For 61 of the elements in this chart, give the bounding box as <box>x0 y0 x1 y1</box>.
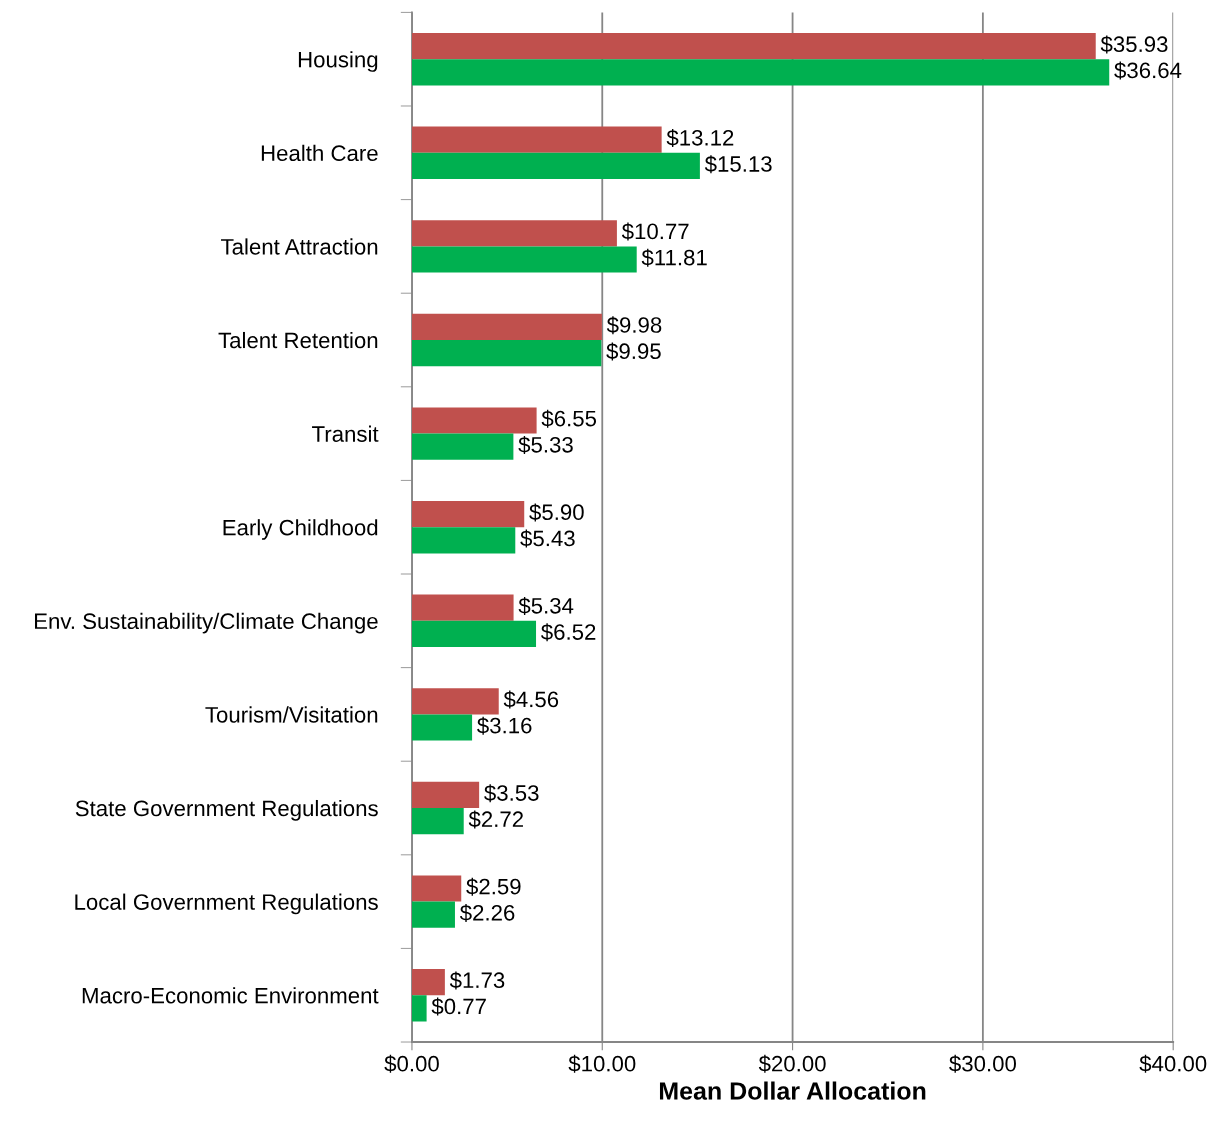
y-tick-label: Env. Sustainability/Climate Change <box>35 612 378 634</box>
bar <box>411 875 462 902</box>
bar <box>411 32 1096 60</box>
data-label: $15.13 <box>704 155 772 174</box>
y-tick-label: Talent Attraction <box>221 238 378 255</box>
bar <box>411 688 499 715</box>
data-label: $9.98 <box>606 316 662 335</box>
data-label: $5.33 <box>518 436 573 454</box>
x-tick-label: $20.00 <box>758 1054 826 1073</box>
data-label: $10.77 <box>621 222 689 241</box>
bar <box>411 59 1110 86</box>
bar <box>411 594 514 621</box>
x-tick-label: $40.00 <box>1139 1054 1207 1073</box>
data-label: $13.12 <box>666 128 734 147</box>
data-label: $5.34 <box>518 597 574 615</box>
bar <box>411 620 537 648</box>
bar <box>411 220 617 247</box>
y-tick-label: Talent Retention <box>218 331 378 349</box>
bar <box>411 433 514 460</box>
data-label: $4.56 <box>503 690 559 709</box>
y-tick-label: Early Childhood <box>223 519 378 540</box>
bar <box>411 407 537 434</box>
x-tick-label: $0.00 <box>384 1054 439 1073</box>
data-label: $0.77 <box>431 997 486 1016</box>
data-label: $5.90 <box>529 503 584 522</box>
y-tick-label: Macro-Economic Environment <box>82 987 379 1004</box>
y-tick-label: Local Government Regulations <box>75 893 378 915</box>
bar <box>411 781 480 809</box>
x-tick-label: $30.00 <box>949 1054 1016 1073</box>
data-label: $36.64 <box>1114 61 1182 80</box>
bar <box>411 995 427 1022</box>
data-label: $3.16 <box>477 716 532 735</box>
x-axis-title: Mean Dollar Allocation <box>659 1081 926 1100</box>
data-label: $3.53 <box>484 784 539 803</box>
bar <box>411 501 525 528</box>
data-label: $6.52 <box>541 623 596 642</box>
data-label: $1.73 <box>449 971 505 990</box>
data-label: $11.81 <box>641 248 707 267</box>
data-label: $2.72 <box>468 810 523 829</box>
bar <box>411 126 662 153</box>
y-tick-label: State Government Regulations <box>75 799 378 821</box>
data-label: $2.59 <box>466 877 521 896</box>
data-label: $9.95 <box>606 342 661 361</box>
y-tick-label: Transit <box>312 425 379 442</box>
y-tick-label: Health Care <box>261 144 378 162</box>
y-tick-label: Housing <box>298 51 378 72</box>
data-label: $2.26 <box>459 904 515 923</box>
data-label: $35.93 <box>1100 35 1168 54</box>
bar <box>411 246 637 273</box>
y-tick-label: Tourism/Visitation <box>205 706 378 723</box>
bar <box>411 808 464 835</box>
bar <box>411 969 445 996</box>
bar <box>411 152 700 180</box>
data-label: $6.55 <box>541 409 597 428</box>
bar <box>411 714 473 741</box>
x-tick-label: $10.00 <box>568 1054 636 1073</box>
bar <box>411 313 602 341</box>
bar <box>411 901 455 928</box>
bar <box>411 527 516 554</box>
bar <box>411 340 602 367</box>
data-label: $5.43 <box>520 529 575 548</box>
